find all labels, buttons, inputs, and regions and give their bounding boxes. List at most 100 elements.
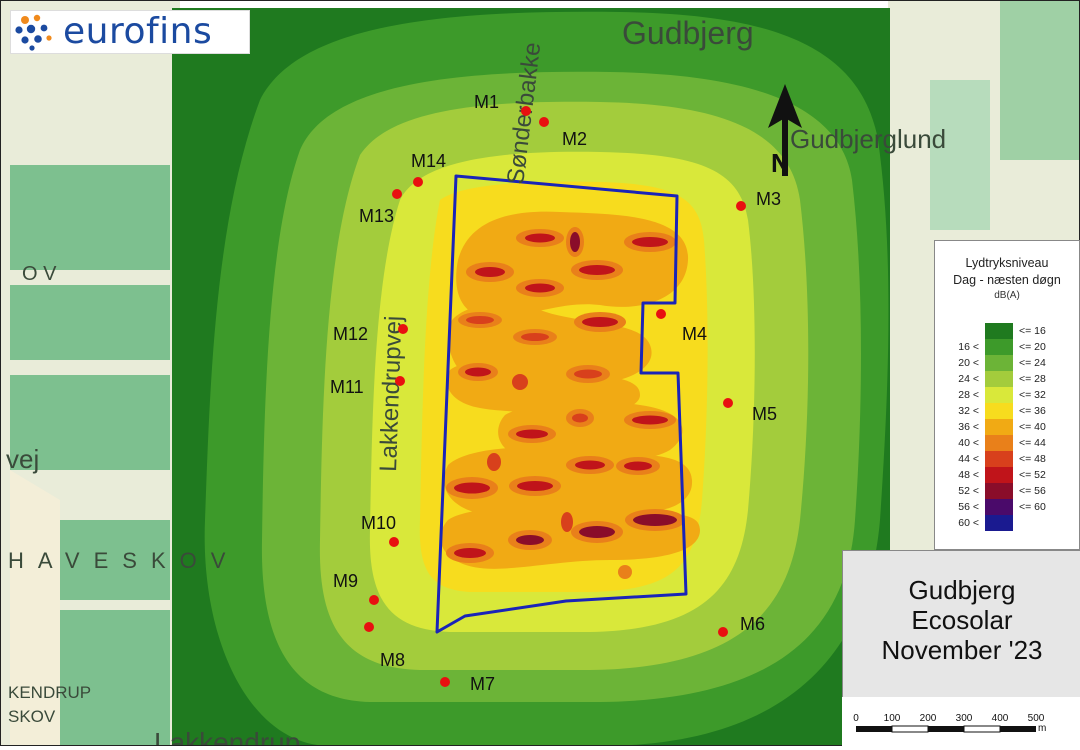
point-M6 <box>718 627 728 637</box>
forest-patch <box>60 610 170 746</box>
legend-row: 16 < <= 20 <box>941 339 1075 355</box>
legend-swatch <box>985 499 1013 515</box>
scale-tick-label: 300 <box>956 713 973 724</box>
scale-bar-graphic: 0 100 200 300 400 500 m <box>842 697 1080 746</box>
legend-row-low: 32 < <box>941 403 979 419</box>
legend-row-low: 16 < <box>941 339 979 355</box>
legend-row-high: <= 44 <box>1019 435 1046 451</box>
legend-unit: dB(A) <box>935 289 1079 303</box>
point-M8 <box>364 622 374 632</box>
point-M3 <box>736 201 746 211</box>
point-M13 <box>392 189 402 199</box>
legend-row-low: 40 < <box>941 435 979 451</box>
label-M6: M6 <box>740 614 765 634</box>
scale-tick-label: 400 <box>992 713 1009 724</box>
legend-row-high: <= 36 <box>1019 403 1046 419</box>
legend-row-high: <= 40 <box>1019 419 1046 435</box>
scale-bar: 0 100 200 300 400 500 m <box>842 697 1080 746</box>
legend-row-low: 28 < <box>941 387 979 403</box>
legend-row-low: 36 < <box>941 419 979 435</box>
title-line1: Gudbjerg <box>843 575 1080 605</box>
legend-row: 44 < <= 48 <box>941 451 1075 467</box>
place-kendrup: KENDRUP <box>8 683 91 702</box>
forest-patch <box>930 80 990 230</box>
legend-row: 20 < <= 24 <box>941 355 1075 371</box>
label-M7: M7 <box>470 674 495 694</box>
legend-row: 40 < <= 44 <box>941 435 1075 451</box>
place-skov: SKOV <box>8 707 56 726</box>
place-ov: O V <box>22 263 57 285</box>
label-M11: M11 <box>330 377 364 397</box>
legend-title-line1: Lydtryksniveau <box>935 255 1079 272</box>
field-patch <box>10 470 60 746</box>
forest-patch <box>10 165 170 270</box>
point-M4 <box>656 309 666 319</box>
legend-row: 60 < <box>941 515 1075 531</box>
label-M13: M13 <box>359 206 394 226</box>
title-line2: Ecosolar <box>843 605 1080 635</box>
legend-row-high: <= 56 <box>1019 483 1046 499</box>
legend-swatch <box>985 451 1013 467</box>
scale-tick-label: 200 <box>920 713 937 724</box>
point-M9 <box>369 595 379 605</box>
point-M12 <box>398 324 408 334</box>
legend-row-low: 24 < <box>941 371 979 387</box>
title-line3: November '23 <box>843 635 1080 665</box>
legend-title-line2: Dag - næsten døgn <box>935 272 1079 289</box>
scale-unit: m <box>1038 723 1046 734</box>
point-M5 <box>723 398 733 408</box>
legend-swatch <box>985 355 1013 371</box>
legend-swatch <box>985 323 1013 339</box>
legend-row: 52 < <= 56 <box>941 483 1075 499</box>
label-M4: M4 <box>682 324 707 344</box>
legend-row: 32 < <= 36 <box>941 403 1075 419</box>
legend-swatch <box>985 371 1013 387</box>
place-gudbjerglund: Gudbjerglund <box>790 124 946 154</box>
legend-row-high: <= 16 <box>1019 323 1046 339</box>
point-M14 <box>413 177 423 187</box>
label-M3: M3 <box>756 189 781 209</box>
eurofins-logo: eurofins <box>10 10 250 54</box>
point-M1 <box>521 106 531 116</box>
eurofins-dots-icon <box>11 12 59 52</box>
label-M12: M12 <box>333 324 368 344</box>
legend-row-low: 60 < <box>941 515 979 531</box>
legend-row-high: <= 48 <box>1019 451 1046 467</box>
place-lakkendrup: Lakkendrup <box>154 727 300 746</box>
legend: Lydtryksniveau Dag - næsten døgn dB(A) <… <box>934 240 1080 550</box>
legend-title: Lydtryksniveau Dag - næsten døgn <box>935 255 1079 289</box>
label-M9: M9 <box>333 571 358 591</box>
legend-swatch <box>985 403 1013 419</box>
north-label: N <box>771 148 790 178</box>
point-M7 <box>440 677 450 687</box>
legend-swatch <box>985 435 1013 451</box>
legend-row-high: <= 32 <box>1019 387 1046 403</box>
eurofins-wordmark: eurofins <box>63 12 212 52</box>
legend-row: 28 < <= 32 <box>941 387 1075 403</box>
point-M2 <box>539 117 549 127</box>
legend-row-low: 48 < <box>941 467 979 483</box>
legend-row: 48 < <= 52 <box>941 467 1075 483</box>
legend-swatch <box>985 419 1013 435</box>
legend-row: 24 < <= 28 <box>941 371 1075 387</box>
forest-patch <box>10 285 170 360</box>
label-M8: M8 <box>380 650 405 670</box>
point-M10 <box>389 537 399 547</box>
label-M10: M10 <box>361 513 396 533</box>
legend-swatch <box>985 339 1013 355</box>
legend-row-low: 52 < <box>941 483 979 499</box>
legend-row: 56 < <= 60 <box>941 499 1075 515</box>
place-haveskov: HAVESKOV <box>8 548 239 573</box>
place-gudbjerg: Gudbjerg <box>622 15 754 51</box>
scale-tick-label: 100 <box>884 713 901 724</box>
legend-rows: <= 16 16 < <= 20 20 < <= 24 24 < <= 28 28 < <= 3… <box>941 323 1075 531</box>
forest-patch <box>1000 0 1080 160</box>
legend-row-high: <= 24 <box>1019 355 1046 371</box>
legend-row-high: <= 28 <box>1019 371 1046 387</box>
label-M14: M14 <box>411 151 446 171</box>
legend-swatch <box>985 515 1013 531</box>
legend-row: <= 16 <box>941 323 1075 339</box>
legend-swatch <box>985 483 1013 499</box>
legend-row-high: <= 60 <box>1019 499 1046 515</box>
